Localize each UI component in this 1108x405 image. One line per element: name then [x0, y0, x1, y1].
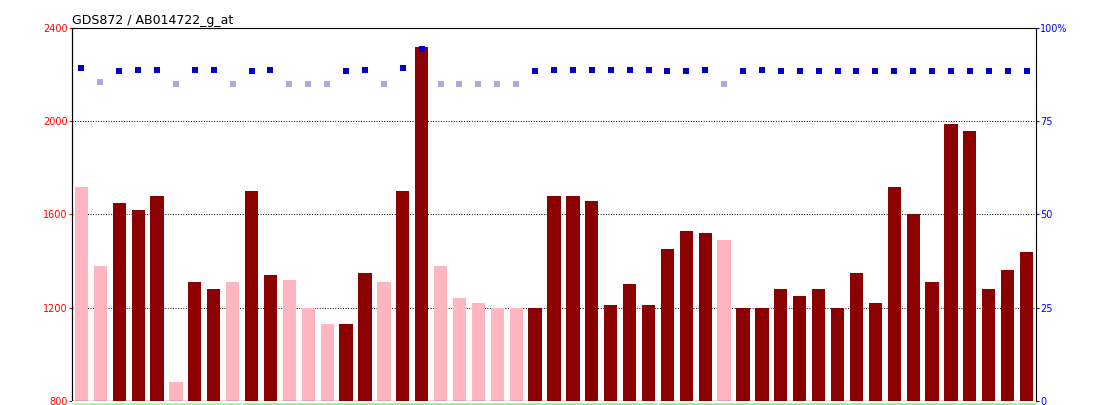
Bar: [869, 303, 882, 401]
Bar: [1020, 252, 1033, 401]
Bar: [658, 402, 1017, 405]
Bar: [151, 196, 164, 401]
Bar: [416, 47, 429, 401]
Bar: [113, 203, 126, 401]
Bar: [94, 266, 107, 401]
Bar: [453, 298, 466, 401]
Bar: [377, 282, 390, 401]
Bar: [75, 187, 89, 401]
Bar: [339, 324, 352, 401]
Bar: [397, 191, 409, 401]
Bar: [320, 324, 334, 401]
Bar: [264, 275, 277, 401]
Bar: [132, 210, 145, 401]
Bar: [151, 196, 164, 401]
Bar: [793, 296, 807, 401]
Bar: [718, 240, 731, 401]
Bar: [756, 307, 769, 401]
Bar: [679, 231, 692, 401]
Bar: [982, 289, 995, 401]
Bar: [679, 231, 692, 401]
Bar: [982, 289, 995, 401]
Bar: [963, 131, 976, 401]
Bar: [793, 296, 807, 401]
Bar: [963, 131, 976, 401]
Bar: [113, 203, 126, 401]
Bar: [869, 303, 882, 401]
Bar: [774, 289, 788, 401]
Bar: [245, 191, 258, 401]
Bar: [547, 196, 561, 401]
Bar: [925, 282, 938, 401]
Bar: [604, 305, 617, 401]
Bar: [188, 282, 202, 401]
Bar: [585, 200, 598, 401]
Bar: [132, 210, 145, 401]
Bar: [888, 187, 901, 401]
Bar: [604, 305, 617, 401]
Bar: [207, 289, 220, 401]
Bar: [756, 307, 769, 401]
Bar: [699, 233, 711, 401]
Bar: [434, 266, 448, 401]
Bar: [226, 282, 239, 401]
Bar: [358, 273, 371, 401]
Bar: [737, 307, 750, 401]
Bar: [642, 305, 655, 401]
Bar: [264, 275, 277, 401]
Bar: [529, 307, 542, 401]
Bar: [1020, 252, 1033, 401]
Bar: [301, 307, 315, 401]
Bar: [642, 305, 655, 401]
Bar: [831, 307, 844, 401]
Bar: [1017, 402, 1036, 405]
Bar: [888, 187, 901, 401]
Bar: [472, 303, 485, 401]
Bar: [339, 324, 352, 401]
Bar: [623, 284, 636, 401]
Bar: [1001, 270, 1014, 401]
Bar: [925, 282, 938, 401]
Bar: [850, 273, 863, 401]
Bar: [831, 307, 844, 401]
Bar: [566, 196, 579, 401]
Bar: [72, 402, 243, 405]
Bar: [510, 307, 523, 401]
Bar: [491, 307, 504, 401]
Bar: [416, 47, 429, 401]
Bar: [906, 215, 920, 401]
Bar: [906, 215, 920, 401]
Bar: [812, 289, 825, 401]
Bar: [547, 196, 561, 401]
Bar: [529, 307, 542, 401]
Bar: [944, 124, 957, 401]
Bar: [243, 402, 658, 405]
Bar: [170, 382, 183, 401]
Bar: [585, 200, 598, 401]
Bar: [774, 289, 788, 401]
Bar: [397, 191, 409, 401]
Bar: [699, 233, 711, 401]
Bar: [850, 273, 863, 401]
Bar: [660, 249, 674, 401]
Bar: [245, 191, 258, 401]
Bar: [207, 289, 220, 401]
Bar: [566, 196, 579, 401]
Bar: [1001, 270, 1014, 401]
Bar: [623, 284, 636, 401]
Bar: [812, 289, 825, 401]
Bar: [283, 279, 296, 401]
Bar: [660, 249, 674, 401]
Bar: [358, 273, 371, 401]
Bar: [188, 282, 202, 401]
Bar: [944, 124, 957, 401]
Text: GDS872 / AB014722_g_at: GDS872 / AB014722_g_at: [72, 14, 234, 27]
Bar: [737, 307, 750, 401]
